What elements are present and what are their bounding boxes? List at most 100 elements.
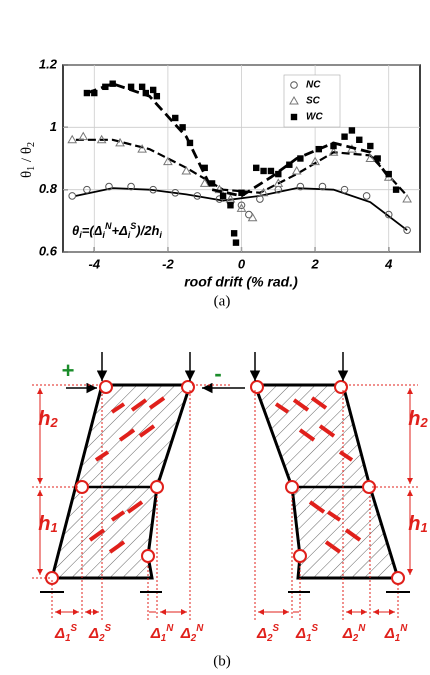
data-point [230,230,238,237]
data-point [385,170,392,178]
chart-a: θ1 / θ2 roof drift (% rad.) (a) θi=(ΔiN+… [19,56,421,309]
x-tick-label: 4 [384,256,393,271]
data-point [227,202,234,209]
data-point [208,180,216,187]
data-point [365,153,376,162]
data-point [297,155,304,162]
annotation-part: θ [72,223,79,238]
data-point [138,83,146,91]
data-point [340,185,349,194]
data-point [318,182,327,191]
y-tick-label: 1 [50,119,57,134]
data-point [392,186,400,193]
data-point [273,178,284,187]
dimension-label: h1 [38,513,57,535]
annotation-part: +Δ [111,223,128,238]
legend-marker [290,81,298,89]
label-sub: 1 [420,520,427,535]
legend-label: NC [306,80,321,91]
load-arrows [66,352,349,394]
label-sup: S [273,623,280,634]
data-point [367,142,374,150]
data-point [275,170,282,178]
annotation-part: i [128,230,131,240]
x-tick-label: 2 [310,256,319,271]
data-point [102,83,109,91]
hinges [45,380,405,585]
label-sub: 1 [65,633,70,644]
caption-b: (b) [213,653,231,669]
y-axis-label: θ1 / θ2 [19,142,37,178]
data-point [362,192,371,200]
sign-right: - [214,361,221,386]
legend-label: SC [306,96,321,107]
data-point [286,161,293,168]
label-base: Δ [256,625,267,642]
label-sub: 2 [352,633,359,644]
caption-a: (a) [214,293,231,309]
data-point [142,89,150,97]
annotation-part: =(Δ [82,223,103,238]
annotation: θi=(ΔiN+ΔiS)/2hi [72,221,162,240]
data-point [356,136,363,143]
data-point [149,185,157,194]
x-tick-label: -4 [89,256,101,271]
label-base: h [38,408,50,430]
dimension-lines [32,384,418,620]
label-base: h [408,513,420,535]
trend-curve [75,187,408,231]
data-point [214,184,225,194]
data-point [330,142,337,150]
data-point [253,164,260,172]
label-base: Δ [342,625,353,642]
data-point [149,86,157,94]
label-base: Δ [384,625,395,642]
label-sub: 1 [50,520,57,535]
data-point [236,203,247,212]
label-sup: N [166,623,174,634]
legend-marker [289,95,299,105]
label-base: Δ [88,625,99,642]
annotation-part: )/2h [134,223,159,238]
label-base: Δ [180,625,191,642]
data-point [341,133,348,140]
data-point [402,194,412,203]
label-sub: 1 [395,633,400,644]
dimension-label: Δ1S [54,623,78,644]
x-tick-label: -2 [162,256,174,271]
annotation-part: i [79,230,82,240]
data-point [348,127,356,134]
label-sup: S [312,623,319,634]
data-point [315,145,322,153]
data-point [225,194,236,203]
y-tick-label: 1.2 [39,56,58,71]
data-point [403,226,411,234]
label-sub: 2 [190,633,197,644]
data-point [127,182,135,191]
data-point [201,164,208,172]
label-sup: N [358,623,366,634]
legend-label: WC [306,112,323,123]
data-point [181,165,192,175]
label-sub: 2 [98,633,105,644]
label-sup: N [196,623,204,634]
dimension-arrows [37,388,413,615]
data-point [127,83,135,91]
data-point [153,92,161,100]
y-tick-label: 0.8 [39,181,58,196]
y-tick-label: 0.6 [39,243,58,258]
frame-left [50,383,193,580]
dimension-label: Δ2S [88,623,112,644]
annotation-part: S [130,221,136,231]
dimension-label: Δ1N [384,623,409,644]
trend-curve [75,138,408,197]
data-point [232,239,240,246]
label-base: Δ [54,625,65,642]
y-label-part: / θ [19,147,35,166]
data-point [137,144,147,153]
data-point [115,137,125,147]
data-point [163,156,173,166]
dimension-label: h2 [408,408,428,430]
